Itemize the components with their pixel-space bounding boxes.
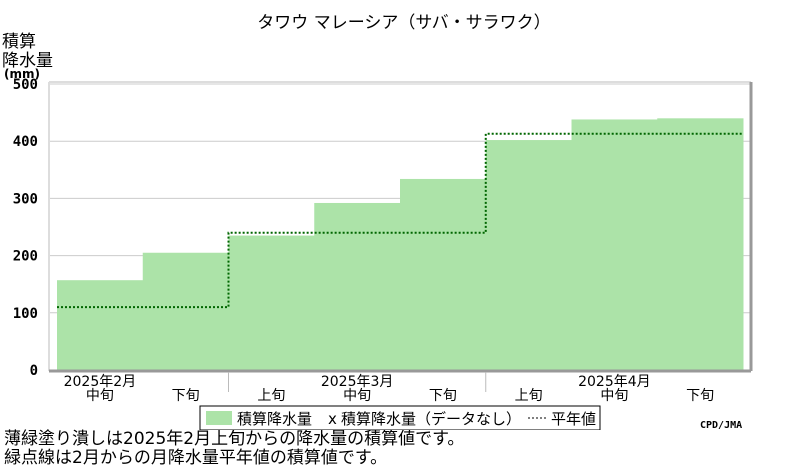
legend-label-no-data: 積算降水量（データなし） <box>341 410 521 428</box>
chart-title: タワウ マレーシア（サバ・サラワク） <box>257 13 550 33</box>
x-month-label: 2025年3月 <box>321 374 394 390</box>
x-dekad-label: 上旬 <box>515 388 543 404</box>
bar <box>142 252 229 370</box>
chart-area: タワウ マレーシア（サバ・サラワク） 積算 降水量 (mm) 0 100 200 30… <box>2 13 753 430</box>
note-line: 緑点線は2月からの月降水量平年値の積算値です。 <box>4 448 388 468</box>
x-dekad-label: 中旬 <box>600 388 628 404</box>
legend: 積算降水量 x 積算降水量（データなし） 平年値 <box>199 405 601 430</box>
notes: 薄緑塗り潰しは2025年2月上旬からの降水量の積算値です。 緑点線は2月からの月… <box>4 430 464 468</box>
y-tick-label: 100 <box>13 306 38 322</box>
y-tick-label: 300 <box>13 191 38 207</box>
bar <box>657 118 744 370</box>
x-dekad-label: 下旬 <box>429 388 457 404</box>
legend-mark-x: x <box>328 410 337 428</box>
normal-line <box>57 132 743 309</box>
x-dekad-label: 中旬 <box>343 388 371 404</box>
plot-frame <box>48 81 753 373</box>
y-axis-unit: (mm) <box>4 67 40 81</box>
y-tick-label: 0 <box>30 363 38 379</box>
bar <box>485 140 572 370</box>
legend-label-normal: 平年値 <box>551 410 596 428</box>
y-axis-label-line1: 積算 <box>2 32 36 52</box>
bar-series <box>57 118 744 371</box>
x-month-label: 2025年4月 <box>578 374 651 390</box>
bar <box>57 280 144 370</box>
x-dekad-label: 中旬 <box>86 388 114 404</box>
credit: CPD/JMA <box>700 420 742 430</box>
note-fill: 薄緑塗り潰しは2025年2月上旬からの降水量の積算値です。 <box>4 429 465 449</box>
y-tick-label: 200 <box>13 249 38 265</box>
legend-swatch-accumulated <box>206 411 232 425</box>
y-tick-label: 500 <box>13 77 38 93</box>
bar <box>400 178 487 370</box>
y-tick-label: 400 <box>13 134 38 150</box>
x-month-label: 2025年2月 <box>64 374 137 390</box>
bar <box>314 202 401 370</box>
x-dekad-label: 上旬 <box>257 388 285 404</box>
x-dekad-label: 下旬 <box>686 388 714 404</box>
y-axis-ticks: 0 100 200 300 400 500 <box>13 77 38 379</box>
x-dekad-label: 下旬 <box>172 388 200 404</box>
legend-label-accumulated: 積算降水量 <box>237 410 312 428</box>
bar <box>571 119 658 371</box>
bar <box>228 235 315 370</box>
y-axis-label-line2: 降水量 <box>2 51 53 71</box>
